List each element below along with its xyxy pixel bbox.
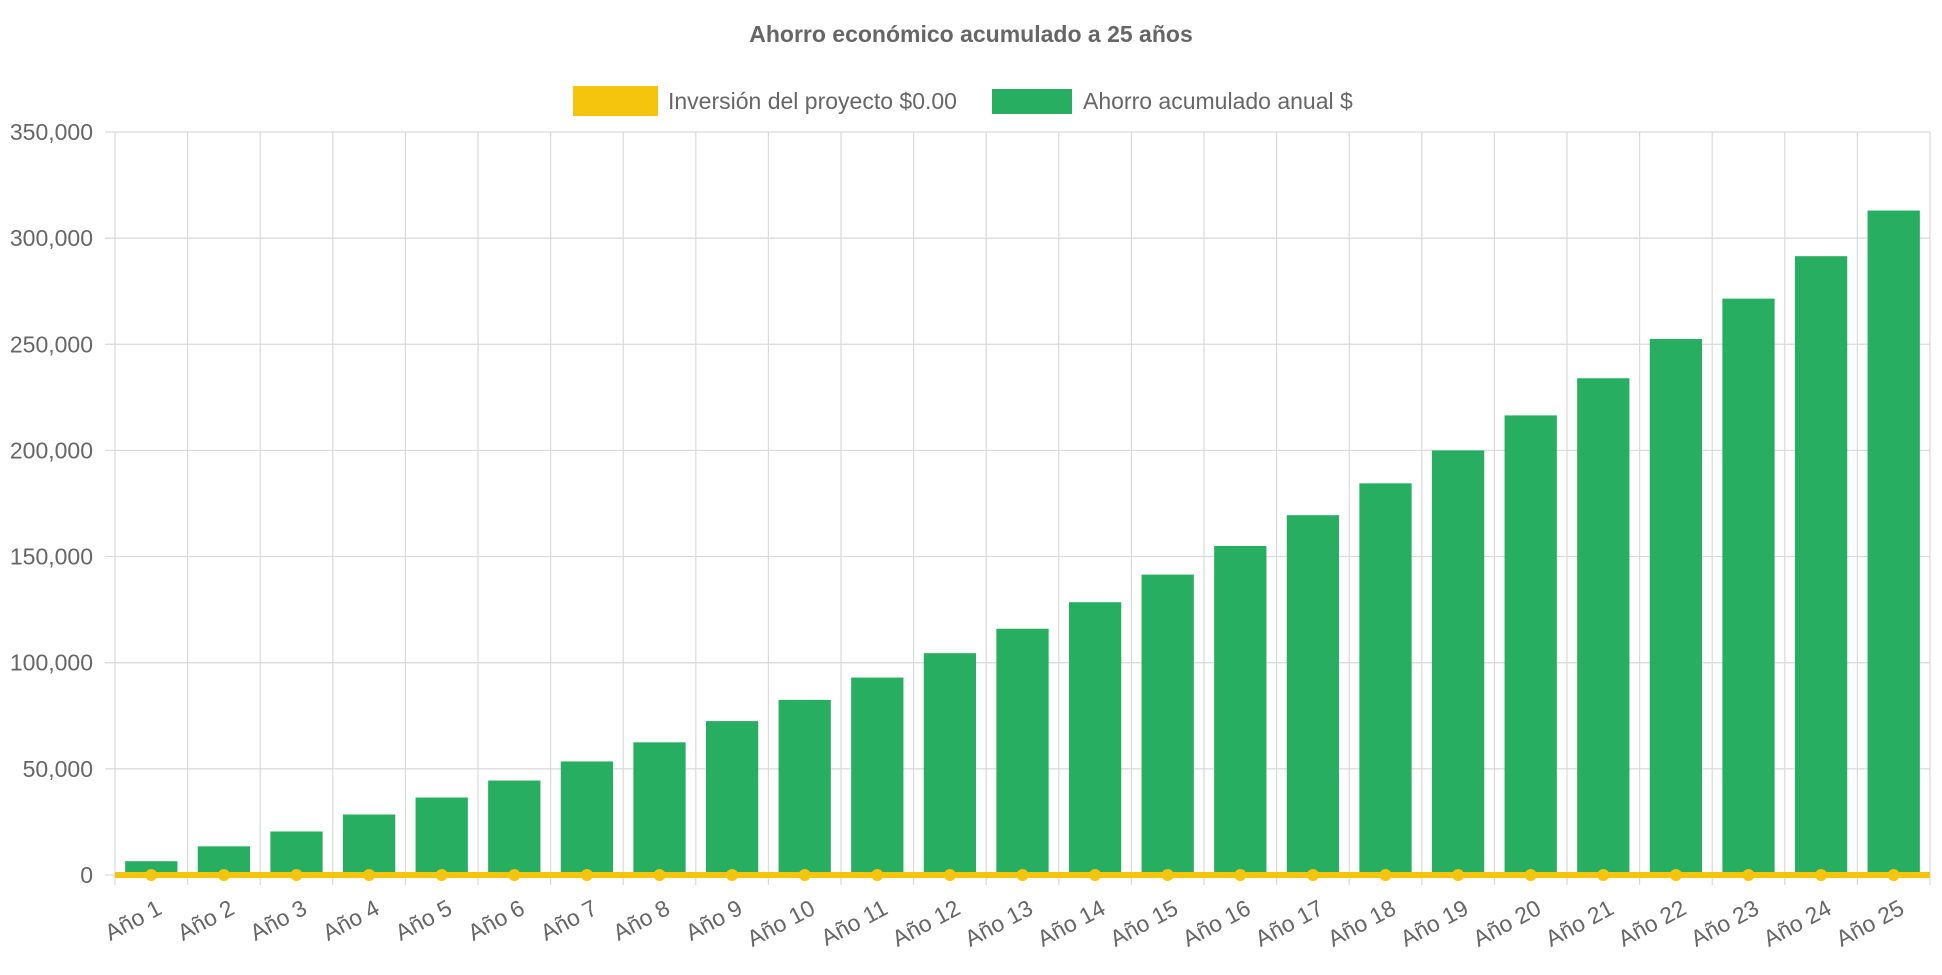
bar-savings[interactable] — [1214, 545, 1267, 875]
bar-savings[interactable] — [633, 742, 686, 875]
x-tick-label: Año 13 — [960, 894, 1037, 951]
x-tick-label: Año 8 — [609, 894, 674, 945]
investment-point[interactable] — [1597, 869, 1610, 881]
x-tick-label: Año 4 — [318, 894, 383, 945]
x-tick-label: Año 23 — [1686, 894, 1763, 951]
x-tick-label: Año 22 — [1614, 894, 1691, 951]
bar-savings[interactable] — [778, 699, 831, 875]
investment-point[interactable] — [1742, 869, 1755, 881]
y-tick-label: 100,000 — [10, 650, 93, 676]
bar-savings[interactable] — [1141, 574, 1194, 875]
investment-point[interactable] — [1669, 869, 1682, 881]
bar-savings[interactable] — [1794, 256, 1848, 875]
investment-point[interactable] — [508, 869, 521, 881]
bar-savings[interactable] — [1359, 483, 1412, 875]
x-tick-label: Año 3 — [246, 894, 311, 945]
chart-title: Ahorro económico acumulado a 25 años — [749, 21, 1193, 47]
x-tick-label: Año 7 — [536, 894, 601, 945]
y-tick-label: 0 — [80, 862, 93, 888]
bar-savings[interactable] — [488, 780, 541, 875]
bar-savings[interactable] — [1867, 210, 1920, 875]
y-tick-label: 350,000 — [10, 119, 93, 145]
x-tick-label: Año 20 — [1468, 894, 1545, 951]
legend-swatch-savings — [992, 89, 1072, 114]
y-tick-label: 50,000 — [23, 756, 93, 782]
bar-savings[interactable] — [923, 653, 977, 875]
investment-point[interactable] — [943, 869, 956, 881]
investment-point[interactable] — [798, 869, 811, 881]
investment-point[interactable] — [726, 869, 739, 881]
bar-savings[interactable] — [851, 677, 904, 875]
x-tick-label: Año 6 — [463, 894, 528, 945]
investment-point[interactable] — [217, 869, 230, 881]
legend-label-savings: Ahorro acumulado anual $ — [1083, 88, 1353, 114]
investment-point[interactable] — [1815, 869, 1828, 881]
x-tick-label: Año 16 — [1178, 894, 1255, 951]
y-tick-label: 300,000 — [10, 225, 93, 251]
investment-point[interactable] — [1524, 869, 1537, 881]
x-tick-label: Año 12 — [888, 894, 965, 951]
x-tick-label: Año 18 — [1323, 894, 1400, 951]
x-tick-label: Año 5 — [391, 894, 456, 945]
investment-point[interactable] — [1379, 869, 1392, 881]
investment-point[interactable] — [145, 869, 158, 881]
investment-point[interactable] — [1089, 869, 1102, 881]
bar-savings[interactable] — [1504, 415, 1557, 875]
bar-savings[interactable] — [1286, 515, 1340, 875]
bar-savings[interactable] — [996, 628, 1049, 875]
investment-point[interactable] — [1016, 869, 1029, 881]
legend-swatch-investment — [573, 86, 658, 116]
x-tick-label: Año 14 — [1033, 894, 1110, 951]
x-tick-label: Año 9 — [681, 894, 746, 945]
y-axis: 0 50,000 100,000 150,000 200,000 250,000 300,0… — [10, 119, 93, 888]
x-tick-label: Año 25 — [1831, 894, 1908, 951]
investment-point[interactable] — [1161, 869, 1174, 881]
y-tick-label: 250,000 — [10, 331, 93, 357]
legend-item-savings[interactable]: Ahorro acumulado anual $ — [992, 88, 1353, 114]
x-tick-label: Año 10 — [742, 894, 819, 951]
x-tick-label: Año 11 — [817, 894, 892, 950]
investment-point[interactable] — [653, 869, 666, 881]
bar-series — [125, 210, 1920, 875]
investment-point[interactable] — [1887, 869, 1900, 881]
bar-savings[interactable] — [1431, 450, 1485, 875]
investment-point[interactable] — [1452, 869, 1465, 881]
x-tick-label: Año 19 — [1396, 894, 1473, 951]
legend-label-investment: Inversión del proyecto $0.00 — [668, 88, 957, 114]
bar-savings[interactable] — [342, 814, 396, 875]
bar-savings[interactable] — [1068, 602, 1122, 875]
investment-point[interactable] — [1306, 869, 1319, 881]
chart-legend: Inversión del proyecto $0.00 Ahorro acum… — [573, 86, 1353, 116]
investment-point[interactable] — [290, 869, 303, 881]
legend-item-investment[interactable]: Inversión del proyecto $0.00 — [573, 86, 957, 116]
x-tick-label: Año 15 — [1105, 894, 1182, 951]
investment-point[interactable] — [1234, 869, 1247, 881]
x-tick-label: Año 24 — [1759, 894, 1836, 951]
bar-savings[interactable] — [1577, 378, 1630, 875]
bar-savings[interactable] — [705, 721, 759, 875]
bar-savings[interactable] — [415, 797, 468, 875]
x-tick-label: Año 17 — [1251, 894, 1328, 951]
y-tick-label: 150,000 — [10, 544, 93, 570]
x-tick-label: Año 2 — [173, 894, 238, 945]
x-tick-label: Año 1 — [100, 894, 165, 945]
line-series — [115, 869, 1930, 881]
bar-savings[interactable] — [270, 831, 323, 875]
bar-savings[interactable] — [1649, 338, 1703, 875]
bar-savings[interactable] — [125, 861, 178, 875]
y-tick-label: 200,000 — [10, 437, 93, 463]
x-axis: Año 1 Año 2 Año 3 Año 4 Año 5 Año 6 Año 7 Año 8… — [100, 894, 1908, 951]
investment-point[interactable] — [363, 869, 376, 881]
grid-lines — [105, 131, 1931, 885]
x-tick-label: Año 21 — [1541, 894, 1618, 951]
investment-point[interactable] — [871, 869, 884, 881]
investment-point[interactable] — [580, 869, 593, 881]
investment-point[interactable] — [435, 869, 448, 881]
bar-savings[interactable] — [560, 761, 614, 875]
bar-savings[interactable] — [1722, 298, 1775, 875]
